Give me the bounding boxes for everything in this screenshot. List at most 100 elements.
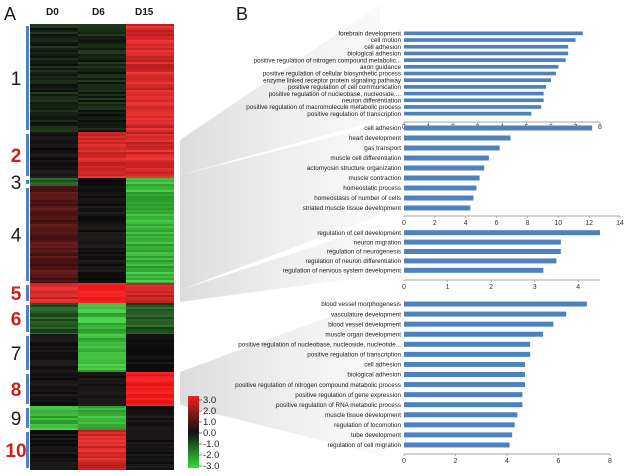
heatmap-cell: [126, 327, 174, 329]
heatmap-cell: [30, 264, 78, 266]
heatmap-cell: [126, 162, 174, 164]
heatmap-cell: [78, 311, 126, 313]
heatmap-cell: [30, 84, 78, 86]
heatmap-cell: [30, 242, 78, 244]
heatmap-cell: [126, 42, 174, 44]
heatmap-cell: [30, 158, 78, 160]
heatmap-cell: [126, 364, 174, 366]
heatmap-cell: [126, 128, 174, 130]
heatmap-cell: [126, 416, 174, 418]
bar: [404, 85, 547, 89]
heatmap-cell: [78, 442, 126, 444]
heatmap-cell: [78, 276, 126, 278]
bar: [404, 145, 500, 151]
heatmap-cell: [126, 156, 174, 158]
heatmap-cell: [30, 396, 78, 398]
heatmap-cell: [78, 60, 126, 62]
x-tick-label: 12: [585, 220, 593, 227]
heatmap-cell: [30, 278, 78, 280]
heatmap-cell: [126, 344, 174, 346]
heatmap-cell: [78, 220, 126, 222]
heatmap-cell: [126, 226, 174, 228]
heatmap-cell: [30, 360, 78, 362]
heatmap-cell: [30, 293, 78, 295]
heatmap-cell: [126, 158, 174, 160]
heatmap-cell: [78, 62, 126, 64]
heatmap-cell: [78, 331, 126, 333]
heatmap-cell: [30, 110, 78, 112]
heatmap-cell: [78, 344, 126, 346]
heatmap-cell: [78, 124, 126, 126]
heatmap-cell: [126, 164, 174, 166]
heatmap-cell: [126, 202, 174, 204]
heatmap-cell: [30, 382, 78, 384]
heatmap-cell: [30, 166, 78, 168]
heatmap-cell: [78, 390, 126, 392]
heatmap-cell: [78, 295, 126, 297]
heatmap-cell: [30, 266, 78, 268]
heatmap-cell: [30, 327, 78, 329]
heatmap-cell: [30, 256, 78, 258]
heatmap-cell: [30, 244, 78, 246]
heatmap-cell: [78, 192, 126, 194]
heatmap-cell: [126, 48, 174, 50]
heatmap-cell: [78, 280, 126, 282]
heatmap-cell: [126, 406, 174, 408]
heatmap-cell: [78, 86, 126, 88]
heatmap-cell: [30, 62, 78, 64]
heatmap-cell: [126, 280, 174, 282]
heatmap-cell: [78, 342, 126, 344]
heatmap-cell: [30, 170, 78, 172]
colorbar-tick-label: 0.0: [203, 428, 216, 439]
heatmap-cell: [126, 232, 174, 234]
heatmap-cell: [30, 301, 78, 303]
heatmap-cell: [78, 340, 126, 342]
bar: [404, 331, 544, 337]
heatmap-cell: [126, 174, 174, 176]
heatmap-cell: [126, 384, 174, 386]
heatmap-cell: [30, 222, 78, 224]
heatmap-cell: [30, 348, 78, 350]
heatmap-cell: [30, 297, 78, 299]
heatmap-cell: [78, 432, 126, 434]
heatmap-cell: [30, 180, 78, 182]
heatmap-cell: [126, 154, 174, 156]
cluster-bar: [26, 180, 29, 184]
heatmap-cell: [30, 299, 78, 301]
heatmap-cell: [78, 146, 126, 148]
heatmap-cell: [78, 270, 126, 272]
category-label: regulation of locomotion: [334, 422, 401, 429]
heatmap-cell: [78, 212, 126, 214]
heatmap-cell: [78, 80, 126, 82]
heatmap-cell: [30, 58, 78, 60]
heatmap-cell: [78, 68, 126, 70]
heatmap-cell: [78, 204, 126, 206]
heatmap-cell: [126, 52, 174, 54]
heatmap-cell: [126, 464, 174, 466]
heatmap-cell: [126, 276, 174, 278]
heatmap-cell: [30, 142, 78, 144]
heatmap-cell: [30, 122, 78, 124]
heatmap-cell: [30, 130, 78, 132]
heatmap-cell: [30, 210, 78, 212]
heatmap-cell: [126, 274, 174, 276]
heatmap-cell: [30, 458, 78, 460]
heatmap-cell: [126, 260, 174, 262]
bar: [404, 311, 567, 317]
heatmap-cell: [30, 291, 78, 293]
heatmap-cell: [78, 402, 126, 404]
x-tick-label: 4: [576, 284, 580, 291]
bar: [404, 64, 559, 69]
bar-chart-4: blood vessel morphogenesis vasculature de…: [235, 301, 612, 465]
heatmap-cell: [30, 354, 78, 356]
x-tick-label: 2: [489, 284, 493, 291]
heatmap-cell: [126, 108, 174, 110]
heatmap-cell: [78, 208, 126, 210]
heatmap-cell: [126, 168, 174, 170]
heatmap-cell: [30, 40, 78, 42]
heatmap-cell: [78, 338, 126, 340]
heatmap-cell: [126, 88, 174, 90]
heatmap-cell: [30, 319, 78, 321]
heatmap-cell: [126, 452, 174, 454]
colorbar-ticks: 3.02.01.00.0-1.0-2.0-3.0: [199, 395, 219, 472]
